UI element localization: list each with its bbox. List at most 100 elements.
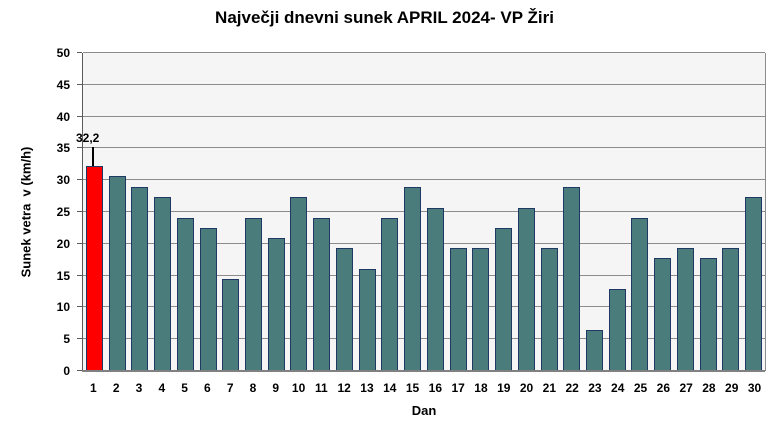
bar-slot-day-13 [356,53,379,371]
x-tick-label-4: 4 [158,381,166,395]
bar-slot-day-5 [174,53,197,371]
y-tick-label-20: 20 [56,236,70,251]
bar-slot-day-15 [401,53,424,371]
y-tick-mark-0 [77,370,82,371]
bar-day-8 [245,217,262,371]
bar-slot-day-3 [128,53,151,371]
y-tick-mark-45 [77,83,82,85]
y-tick-label-15: 15 [56,268,70,283]
bar-slot-day-25 [629,53,652,371]
bar-day-30 [745,196,763,371]
bar-day-28 [699,258,717,371]
gridline-35 [83,147,765,149]
bar-day-22 [563,186,581,371]
bar-slot-day-28 [697,53,720,371]
bar-day-14 [381,217,399,371]
y-tick-mark-40 [77,115,82,117]
bar-day-25 [631,217,649,371]
plot-area [82,52,766,372]
bar-slot-day-6 [197,53,220,371]
y-tick-mark-15 [77,274,82,276]
bar-series [83,53,765,371]
x-tick-label-26: 26 [656,381,670,395]
y-tick-label-0: 0 [63,364,70,378]
bar-day-24 [608,288,626,371]
bar-day-1 [85,166,103,371]
x-tick-label-6: 6 [204,381,211,395]
gridline-40 [83,115,765,117]
x-tick-label-10: 10 [291,381,306,395]
x-tick-label-15: 15 [405,381,420,395]
bar-slot-day-4 [151,53,174,371]
annotation-leader-line [92,147,94,166]
y-tick-label-5: 5 [63,332,70,347]
bar-slot-day-22 [560,53,583,371]
bar-day-3 [131,186,149,371]
bar-slot-day-21 [538,53,561,371]
bar-day-27 [676,248,694,371]
bar-slot-day-9 [265,53,288,371]
bar-day-6 [199,227,217,371]
x-tick-label-17: 17 [451,381,465,395]
x-axis-baseline [82,370,765,372]
x-tick-label-28: 28 [702,381,716,395]
bar-day-19 [495,227,513,371]
x-tick-label-16: 16 [428,381,443,395]
bar-day-5 [176,217,194,371]
x-axis-title: Dan [411,403,437,418]
y-tick-mark-50 [77,52,82,53]
bar-slot-day-7 [219,53,242,371]
bar-slot-day-29 [720,53,743,371]
bar-day-13 [358,268,376,371]
bar-slot-day-1 [83,53,106,371]
x-tick-label-11: 11 [315,381,328,395]
gridline-45 [83,83,765,85]
bar-slot-day-24 [606,53,629,371]
bar-slot-day-18 [469,53,492,371]
x-tick-label-25: 25 [633,381,648,395]
gridline-30 [83,179,765,181]
x-tick-label-20: 20 [519,381,534,395]
y-axis-ticks: 0 5 10 15 20 25 30 35 40 45 50 [0,47,82,377]
x-tick-label-14: 14 [383,381,397,395]
bar-day-10 [290,196,308,371]
bar-day-29 [722,248,740,371]
y-tick-mark-25 [77,211,82,212]
x-axis-labels: 1 2 3 4 5 6 7 8 9 10 11 12 13 14 15 16 17 18 19 20 21 22 23 24 2… [82,381,766,395]
x-tick-label-1: 1 [90,381,97,395]
y-tick-mark-35 [77,147,82,149]
x-tick-label-18: 18 [474,381,488,395]
bar-day-7 [222,278,240,371]
bar-day-26 [654,258,672,371]
bar-day-9 [267,238,285,371]
bar-day-11 [313,217,331,371]
bar-day-18 [472,248,490,371]
chart-title: Največji dnevni sunek APRIL 2024- VP Žir… [215,8,554,27]
gridline-25 [83,211,765,212]
y-tick-label-30: 30 [56,173,70,188]
bar-slot-day-8 [242,53,265,371]
x-tick-label-9: 9 [272,381,280,395]
y-tick-label-10: 10 [56,300,70,315]
x-tick-label-19: 19 [497,381,511,395]
bar-day-16 [426,207,444,371]
y-tick-label-45: 45 [56,77,70,92]
bar-slot-day-16 [424,53,447,371]
bar-day-15 [404,186,422,371]
x-tick-label-8: 8 [249,381,257,395]
bar-day-12 [335,248,353,371]
bar-day-17 [449,248,467,371]
gridline-50 [83,52,765,53]
x-tick-label-29: 29 [725,381,739,395]
bar-slot-day-12 [333,53,356,371]
max-gust-annotation: 32,2 [76,131,100,145]
x-tick-label-30: 30 [747,381,762,395]
y-tick-label-25: 25 [56,205,70,219]
bar-slot-day-30 [742,53,765,371]
gridline-15 [83,274,765,276]
bar-day-4 [154,196,172,371]
bar-slot-day-23 [583,53,606,371]
y-tick-label-35: 35 [56,141,70,156]
x-tick-label-27: 27 [679,381,693,395]
